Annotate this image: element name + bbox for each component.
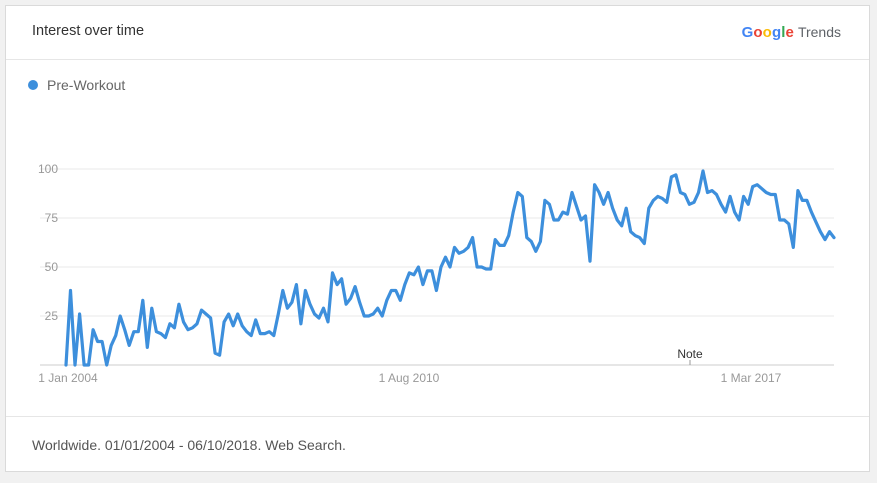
note-annotation: Note <box>677 347 703 361</box>
logo-letter: e <box>785 24 794 41</box>
x-tick-label: 1 Mar 2017 <box>721 371 782 385</box>
trends-label: Trends <box>797 24 841 40</box>
chart-card: Interest over time Google Trends Pre-Work… <box>5 5 870 472</box>
legend-label: Pre-Workout <box>47 77 126 93</box>
legend-marker <box>28 80 38 90</box>
y-tick-label: 50 <box>45 260 59 274</box>
logo-letter: g <box>771 24 782 41</box>
x-tick-label: 1 Aug 2010 <box>379 371 440 385</box>
logo-letter: o <box>762 24 772 41</box>
footer-text: Worldwide. 01/01/2004 - 06/10/2018. Web … <box>32 437 346 453</box>
y-tick-label: 75 <box>45 211 59 225</box>
chart-legend[interactable]: Pre-Workout <box>28 77 125 93</box>
x-tick-label: 1 Jan 2004 <box>38 371 98 385</box>
y-tick-label: 25 <box>45 309 59 323</box>
google-wordmark: Google <box>742 24 794 41</box>
series-line-pre-workout <box>64 169 836 367</box>
logo-letter: o <box>753 24 763 41</box>
y-tick-label: 100 <box>38 162 58 176</box>
logo-letter: G <box>741 24 754 41</box>
logo-letter: l <box>781 24 786 41</box>
google-trends-logo[interactable]: Google Trends <box>742 24 841 41</box>
chart-footer: Worldwide. 01/01/2004 - 06/10/2018. Web … <box>6 416 869 471</box>
chart-header: Interest over time Google Trends <box>6 6 869 60</box>
chart-title: Interest over time <box>32 23 145 39</box>
